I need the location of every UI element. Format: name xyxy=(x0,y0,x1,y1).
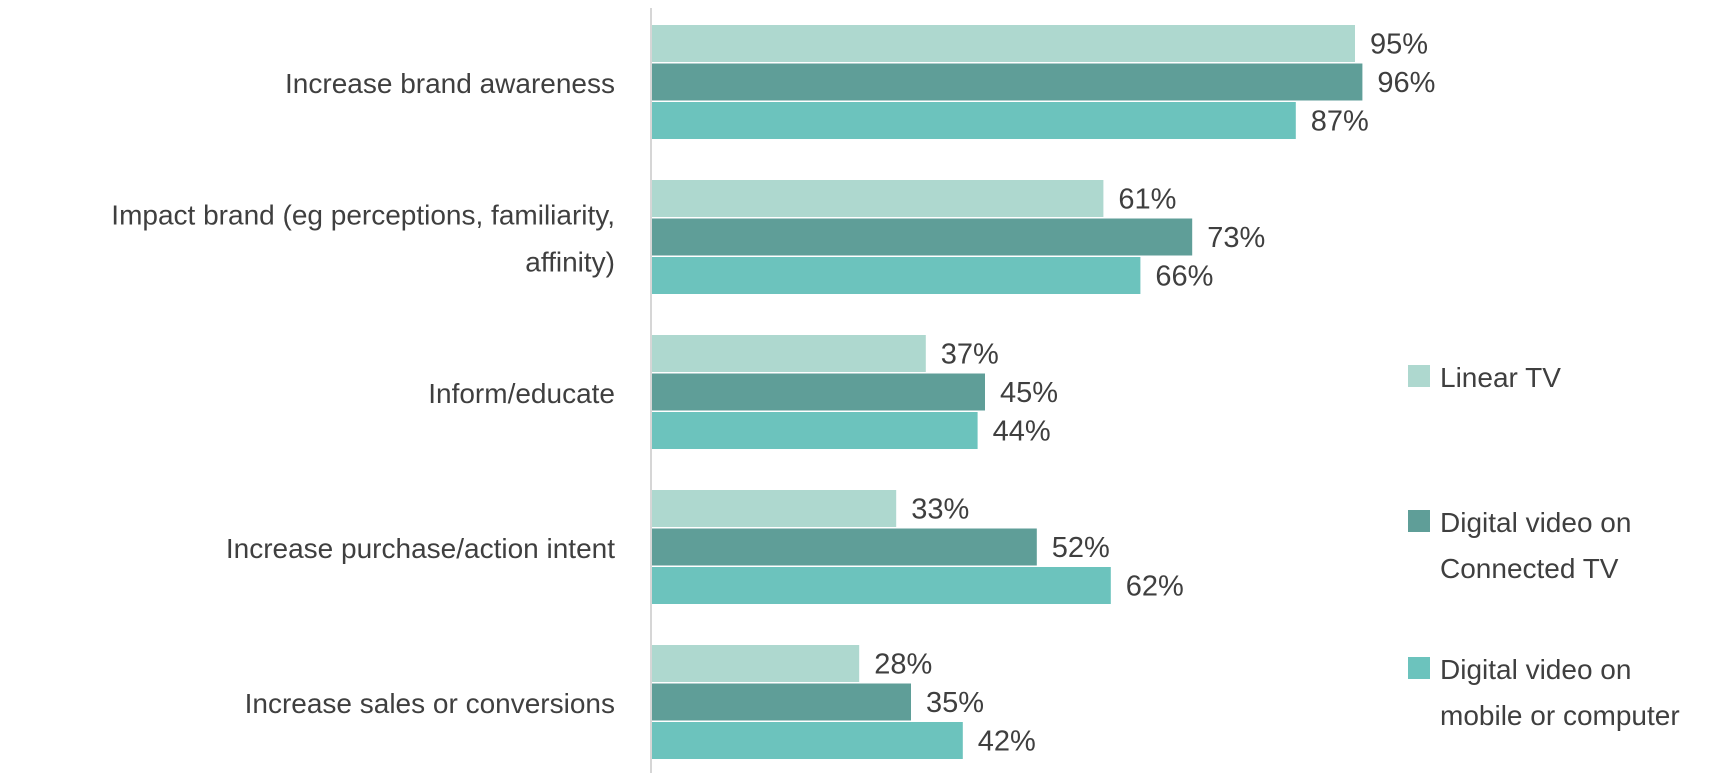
bar-linear-tv-5 xyxy=(652,645,860,682)
value-label-linear-tv-3: 37% xyxy=(941,339,999,371)
bar-digital-video-on-connected-tv-5 xyxy=(652,683,911,721)
category-label-5: Increase sales or conversions xyxy=(245,688,615,719)
value-label-linear-tv-4: 33% xyxy=(911,494,969,526)
legend-swatch-linear-tv xyxy=(1408,365,1430,387)
legend-label-digital-video-on-mobile-or-computer-line-2: mobile or computer xyxy=(1440,700,1680,731)
legend-label-linear-tv: Linear TV xyxy=(1440,362,1561,393)
category-label-3: Inform/educate xyxy=(428,378,615,409)
bar-digital-video-on-connected-tv-1 xyxy=(652,63,1363,101)
value-label-digital-video-on-mobile-or-computer-4: 62% xyxy=(1126,571,1184,603)
value-label-linear-tv-2: 61% xyxy=(1118,184,1176,216)
category-label-1: Increase brand awareness xyxy=(285,68,615,99)
bar-digital-video-on-mobile-or-computer-2 xyxy=(652,257,1141,294)
value-label-linear-tv-1: 95% xyxy=(1370,29,1428,61)
legend: Linear TV Digital video on Connected TV Dig… xyxy=(1408,362,1680,731)
category-label-2-line-2: affinity) xyxy=(525,246,615,277)
value-label-digital-video-on-connected-tv-5: 35% xyxy=(926,687,984,719)
value-label-digital-video-on-connected-tv-4: 52% xyxy=(1052,532,1110,564)
bar-digital-video-on-mobile-or-computer-3 xyxy=(652,412,978,449)
value-label-digital-video-on-mobile-or-computer-5: 42% xyxy=(978,726,1036,758)
value-label-digital-video-on-mobile-or-computer-2: 66% xyxy=(1155,261,1213,293)
bar-digital-video-on-mobile-or-computer-1 xyxy=(652,102,1296,139)
bar-digital-video-on-mobile-or-computer-4 xyxy=(652,567,1111,604)
value-label-digital-video-on-connected-tv-1: 96% xyxy=(1377,67,1435,99)
bar-digital-video-on-connected-tv-3 xyxy=(652,373,985,411)
bar-linear-tv-2 xyxy=(652,180,1104,217)
legend-label-digital-video-on-connected-tv-line-1: Digital video on xyxy=(1440,507,1631,538)
value-labels-layer: 95% 96%87% 61% 73% 66% 37%45% 44% 33% 52% 62% 28% 3… xyxy=(874,29,1435,758)
legend-swatch-digital-video-on-mobile-or-computer xyxy=(1408,657,1430,679)
category-label-4: Increase purchase/action intent xyxy=(226,533,615,564)
bars-layer xyxy=(652,25,1363,759)
value-label-linear-tv-5: 28% xyxy=(874,649,932,681)
category-label-2-line-1: Impact brand (eg perceptions, familiarit… xyxy=(111,199,615,230)
value-label-digital-video-on-connected-tv-2: 73% xyxy=(1207,222,1265,254)
bar-linear-tv-4 xyxy=(652,490,897,527)
legend-label-digital-video-on-connected-tv-line-2: Connected TV xyxy=(1440,553,1619,584)
value-label-digital-video-on-connected-tv-3: 45% xyxy=(1000,377,1058,409)
bar-digital-video-on-connected-tv-4 xyxy=(652,528,1037,566)
bar-linear-tv-1 xyxy=(652,25,1355,62)
bar-digital-video-on-connected-tv-2 xyxy=(652,218,1193,256)
bar-linear-tv-3 xyxy=(652,335,926,372)
category-labels-layer: Increase brand awareness Impact brand (eg… xyxy=(111,68,615,719)
legend-swatch-digital-video-on-connected-tv xyxy=(1408,510,1430,532)
legend-label-digital-video-on-mobile-or-computer-line-1: Digital video on xyxy=(1440,654,1631,685)
value-label-digital-video-on-mobile-or-computer-3: 44% xyxy=(993,416,1051,448)
bar-digital-video-on-mobile-or-computer-5 xyxy=(652,722,963,759)
value-label-digital-video-on-mobile-or-computer-1: 87% xyxy=(1311,106,1369,138)
